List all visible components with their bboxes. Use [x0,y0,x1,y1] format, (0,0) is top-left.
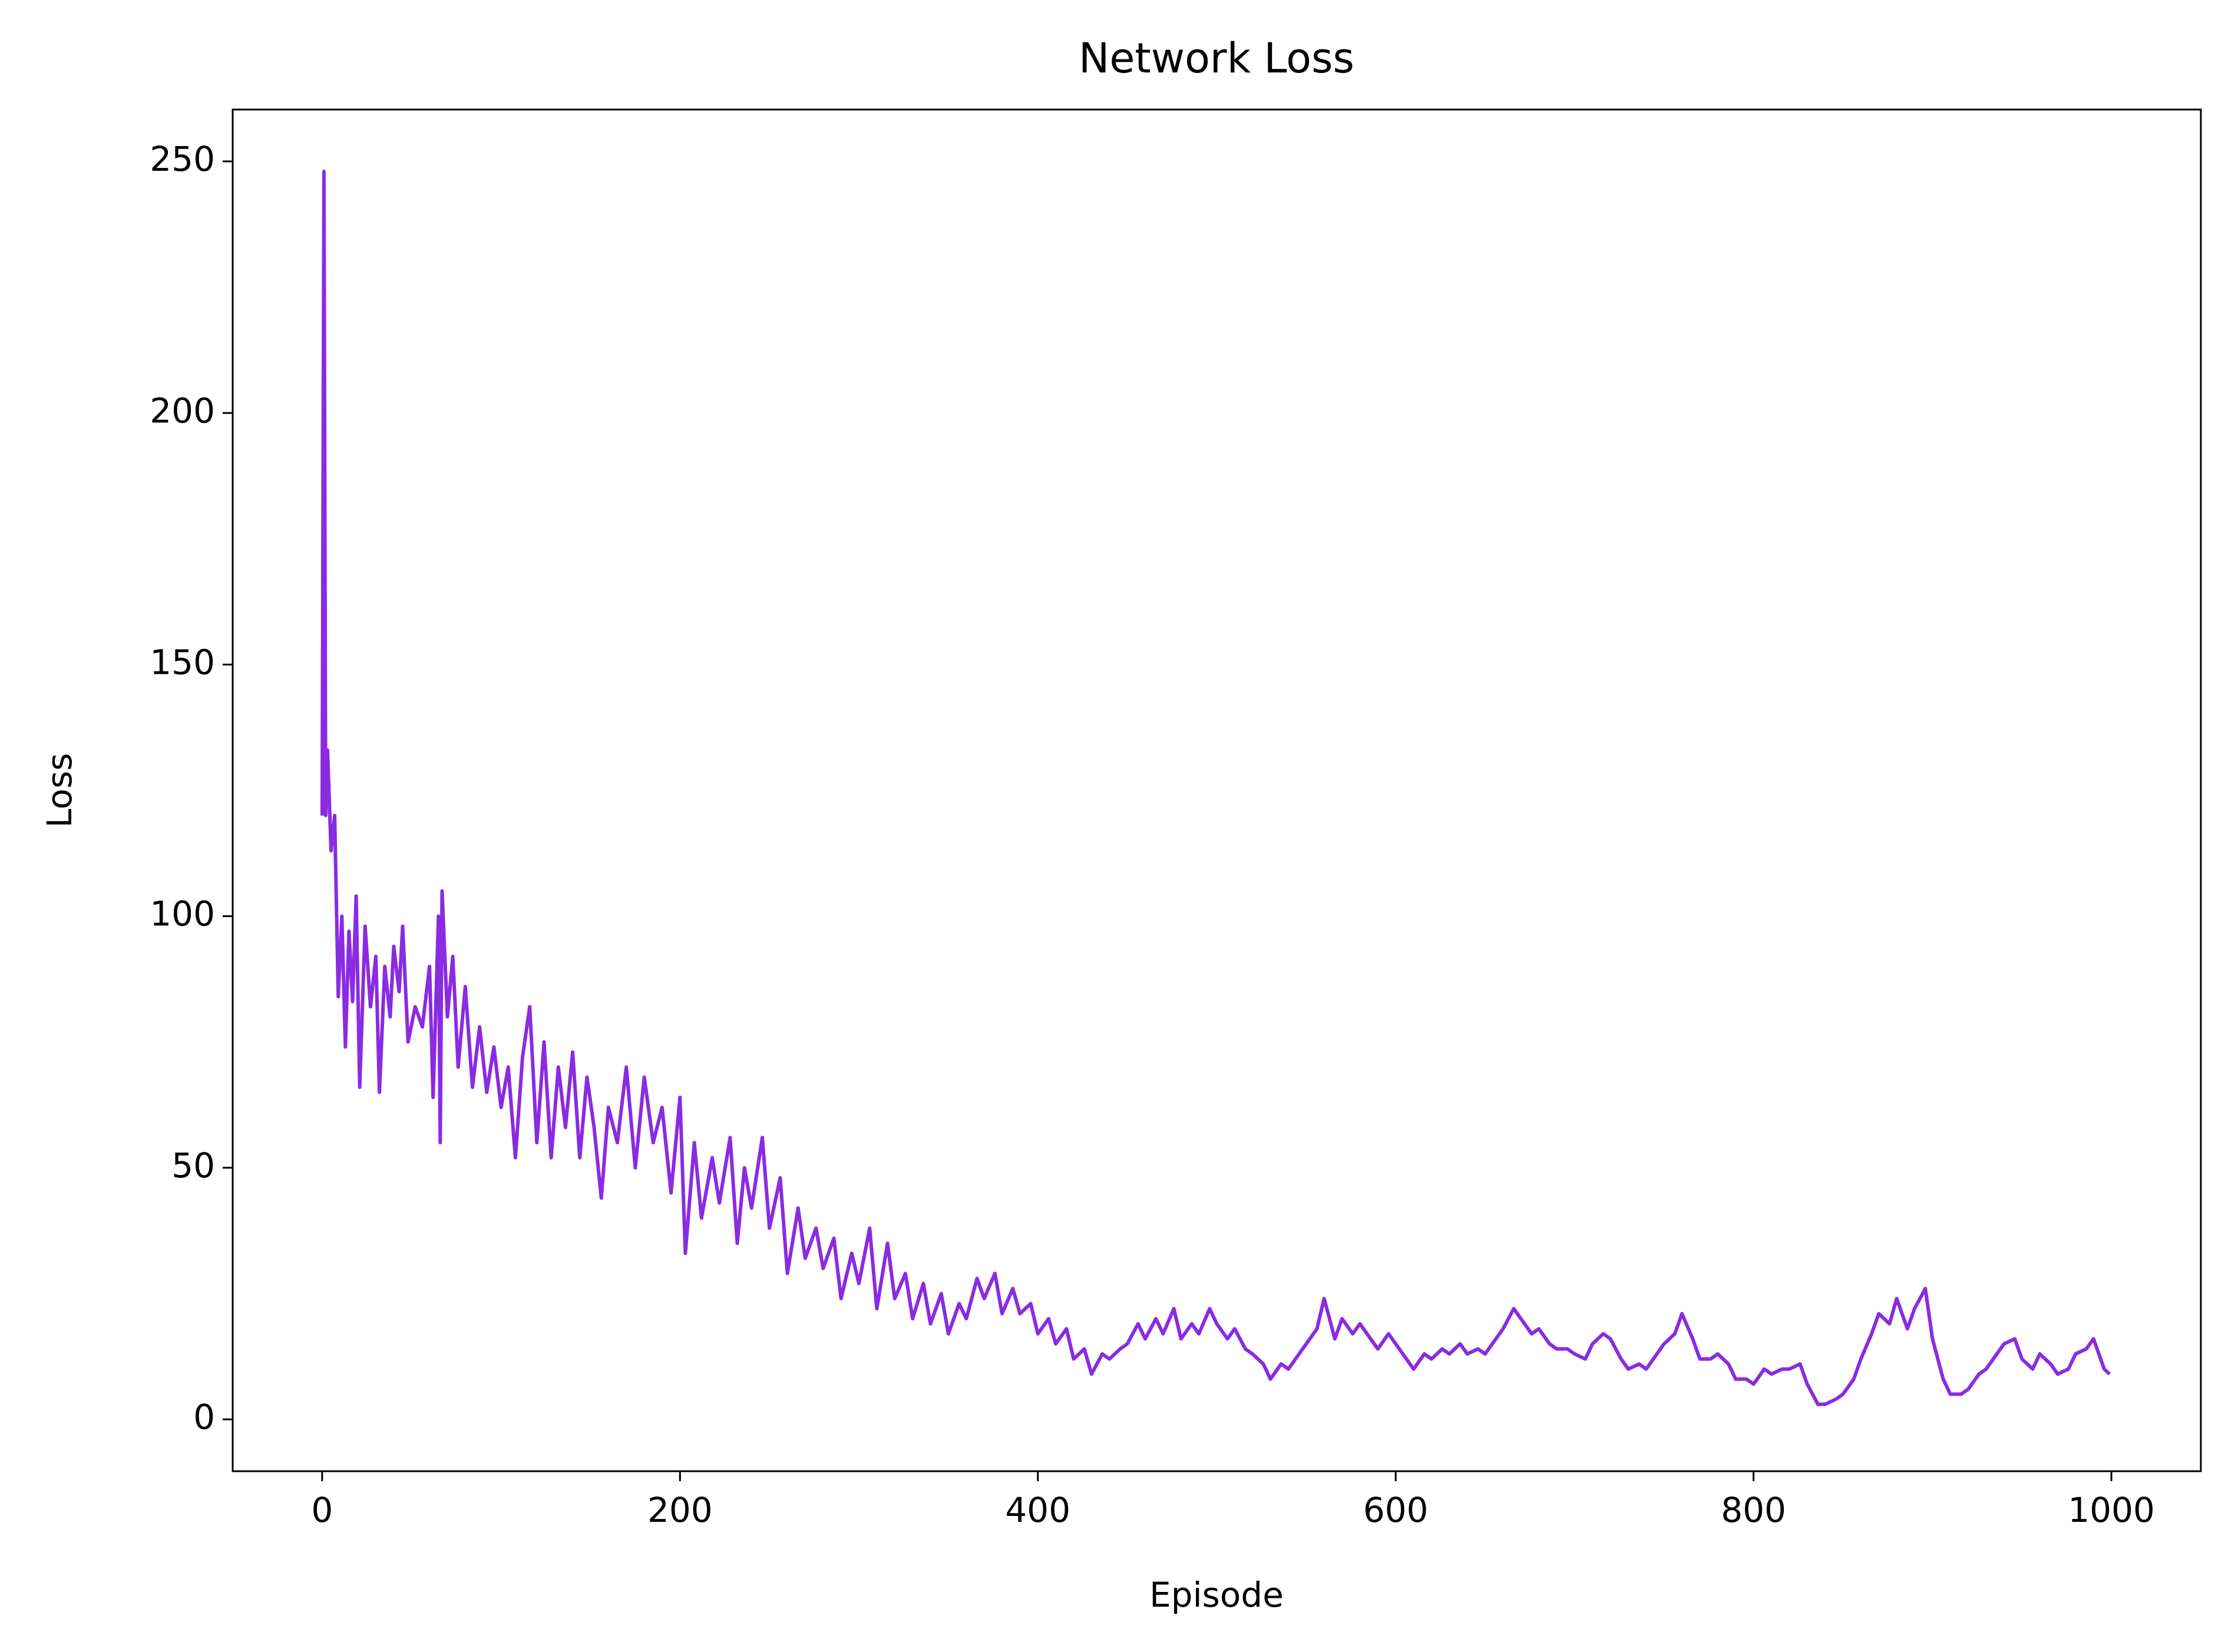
y-tick-label: 150 [150,643,215,683]
y-axis-label: Loss [39,753,80,827]
y-tick-label: 50 [171,1146,215,1186]
x-tick-label: 800 [1721,1490,1786,1530]
x-axis-label: Episode [1149,1575,1284,1615]
plot-frame [232,108,2202,1472]
line-series [320,170,2111,1406]
y-tick-label: 250 [150,139,215,179]
x-tick-label: 400 [1005,1490,1070,1530]
y-tick-label: 200 [150,390,215,431]
x-tick-label: 200 [647,1490,713,1530]
chart-title: Network Loss [1079,34,1354,82]
x-tick-label: 600 [1363,1490,1429,1530]
x-tick-label: 1000 [2068,1490,2155,1530]
y-tick-label: 100 [150,894,215,934]
x-tick-label: 0 [311,1490,333,1530]
y-tick-label: 0 [193,1397,215,1437]
